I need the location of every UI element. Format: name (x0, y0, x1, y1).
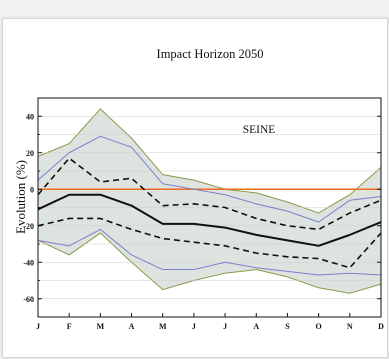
series-line-4 (37, 217, 382, 269)
x-tick-label: S (285, 322, 290, 331)
x-tick-label: O (316, 322, 322, 331)
x-tick-label: A (129, 322, 135, 331)
x-tick-label: M (159, 322, 167, 331)
chart-title: Impact Horizon 2050 (157, 47, 264, 61)
chart-svg: 40 20 0 -20 -40 -60 J F M A M J J A S O N D Impact Horizo… (13, 47, 384, 331)
envelope-band (38, 108, 381, 294)
x-tick-label: A (253, 322, 259, 331)
envelope-lower-edge (37, 232, 382, 294)
y-tick-label: 0 (30, 185, 34, 194)
y-tick-label: -40 (23, 258, 34, 267)
x-tick-label: J (223, 322, 227, 331)
y-tick-label: -60 (23, 295, 34, 304)
series-line-1 (37, 135, 382, 223)
chart-card: 40 20 0 -20 -40 -60 J F M A M J J A S O N D Impact Horizo… (2, 18, 388, 358)
series-annotation: SEINE (243, 124, 276, 136)
y-tick-label: 40 (26, 112, 34, 121)
series-line-3 (37, 193, 382, 247)
envelope-upper-edge (37, 108, 382, 214)
x-tick-label: M (97, 322, 105, 331)
series-line-5 (37, 228, 382, 276)
y-tick-label: 20 (26, 149, 34, 158)
x-tick-label: D (378, 322, 384, 331)
x-tick-label: F (67, 322, 72, 331)
y-axis-label: Evolution (%) (13, 160, 28, 234)
x-tick-label: N (347, 322, 353, 331)
x-tick-label: J (36, 322, 40, 331)
y-tick-label: -20 (23, 222, 34, 231)
series-line-2 (37, 157, 382, 231)
x-tick-label: J (192, 322, 196, 331)
